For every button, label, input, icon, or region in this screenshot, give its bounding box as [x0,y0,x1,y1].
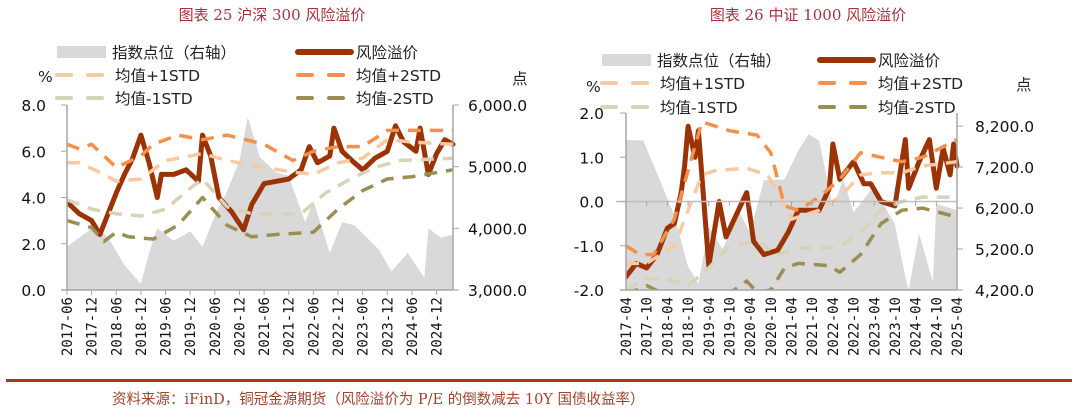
x-tick-label: 2019-04 [702,297,718,356]
legend-label: 均值+2STD [356,67,441,85]
y2-tick-label: 4,200.0 [975,282,1034,300]
x-tick-label: 2017-04 [619,297,635,356]
y2-tick-label: 5,200.0 [975,241,1034,259]
x-tick-label: 2019-10 [722,297,738,356]
legend-label: 均值+1STD [660,75,745,93]
y-tick-label: -2.0 [574,282,604,300]
y-tick-label: 0.0 [21,282,46,300]
y-tick-label: 8.0 [21,97,46,115]
legend-label: 均值-2STD [878,99,956,117]
x-tick-label: 2021-04 [785,297,801,356]
y-tick-label: 6.0 [21,143,46,161]
x-tick-label: 2019-06 [159,297,175,356]
y2-tick-label: 6,000.0 [468,97,527,115]
legend-label: 风险溢价 [878,52,941,70]
x-tick-label: 2024-04 [909,297,925,356]
y-tick-label: 0.0 [579,194,604,212]
chart-title: 图表 26 中证 1000 风险溢价 [710,6,906,24]
y2-tick-label: 7,200.0 [975,159,1034,177]
legend-item-index-area: 指数点位（右轴） [602,52,781,70]
legend-item-mean-minus-1std-line: 均值-1STD [55,90,193,108]
legend-item-mean-minus-2std-line: 均值-2STD [818,99,956,117]
mean-plus-2std-line [67,128,453,170]
legend-item-index-area: 指数点位（右轴） [57,44,236,62]
legend-label: 均值+2STD [878,75,963,93]
y-tick-label: 2.0 [579,105,604,123]
source-note: 资料来源：iFinD，铜冠金源期货（风险溢价为 P/E 的倒数减去 10Y 国债… [112,391,644,408]
x-tick-label: 2020-10 [764,297,780,356]
x-tick-label: 2022-06 [306,297,322,356]
mean-minus-1std-line [626,195,957,290]
plot-area [67,117,456,290]
x-tick-label: 2020-12 [232,297,248,356]
x-tick-label: 2018-12 [134,297,150,356]
y-tick-label: 2.0 [21,236,46,254]
y-tick-label: -1.0 [574,238,604,256]
legend-label: 风险溢价 [356,44,419,62]
legend-label: 指数点位（右轴） [112,44,236,62]
x-tick-label: 2017-12 [85,297,101,356]
x-tick-label: 2022-10 [847,297,863,356]
x-tick-label: 2017-10 [640,297,656,356]
x-tick-label: 2018-06 [109,297,125,356]
mean-minus-2std-line [67,168,454,244]
legend-item-mean-plus-2std-line: 均值+2STD [818,75,963,93]
x-tick-label: 2023-12 [380,297,396,356]
y-tick-label: 1.0 [579,149,604,167]
y-axis-unit: % [38,68,53,86]
footer-rule [6,379,1072,382]
y2-axis-unit: 点 [512,70,528,88]
x-tick-label: 2023-10 [888,297,904,356]
mean-plus-1std-line [67,137,454,184]
chart-csi1000-risk-premium: 图表 26 中证 1000 风险溢价 -2.0 -1.0 0.0 1.0 2.0 4,200… [574,6,1034,356]
y2-tick-label: 8,200.0 [975,118,1034,136]
legend-item-mean-minus-2std-line: 均值-2STD [296,90,434,108]
mean-minus-2std-line [631,206,958,290]
x-tick-label: 2022-04 [826,297,842,356]
x-tick-label: 2025-04 [950,297,966,356]
y2-tick-label: 5,000.0 [468,159,527,177]
x-tick-label: 2024-12 [430,297,446,356]
legend-label: 均值-1STD [660,99,738,117]
x-tick-label: 2023-06 [356,297,372,356]
mean-minus-1std-line [67,156,454,218]
x-tick-label: 2022-12 [331,297,347,356]
x-tick-label: 2018-04 [660,297,676,356]
chart-hs300-risk-premium: 图表 25 沪深 300 风险溢价 0.0 2.0 4.0 6.0 8.0 3,000.0 4… [21,6,527,356]
x-tick-label: 2024-06 [405,297,421,356]
legend-item-mean-plus-2std-line: 均值+2STD [296,67,441,85]
y2-axis-unit: 点 [1016,76,1032,94]
legend-swatch-area [57,46,106,58]
x-tick-label: 2020-06 [208,297,224,356]
risk-premium-line [626,123,960,280]
x-tick-label: 2019-12 [183,297,199,356]
y2-tick-label: 6,200.0 [975,200,1034,218]
x-tick-label: 2017-06 [60,297,76,356]
x-tick-label: 2024-10 [929,297,945,356]
y2-tick-label: 3,000.0 [468,282,527,300]
legend-label: 均值-1STD [115,90,193,108]
x-tick-label: 2020-04 [743,297,759,356]
x-tick-label: 2021-06 [257,297,273,356]
x-tick-label: 2021-12 [282,297,298,356]
legend-label: 均值-2STD [356,90,434,108]
legend-item-mean-minus-1std-line: 均值-1STD [600,99,738,117]
y2-tick-label: 4,000.0 [468,220,527,238]
legend-label: 均值+1STD [115,67,200,85]
legend-item-risk-premium-line: 风险溢价 [817,52,941,70]
y-tick-label: 4.0 [21,190,46,208]
legend-label: 指数点位（右轴） [657,52,781,70]
plot-area [626,120,960,290]
legend-swatch-area [602,54,651,66]
legend-item-mean-plus-1std-line: 均值+1STD [55,67,200,85]
legend-item-mean-plus-1std-line: 均值+1STD [600,75,745,93]
chart-title: 图表 25 沪深 300 风险溢价 [179,6,366,24]
x-tick-label: 2023-04 [867,297,883,356]
x-tick-label: 2018-10 [681,297,697,356]
y-axis-unit: % [586,78,601,96]
index-area [67,117,453,290]
x-tick-label: 2021-10 [805,297,821,356]
legend-item-risk-premium-line: 风险溢价 [295,44,419,62]
